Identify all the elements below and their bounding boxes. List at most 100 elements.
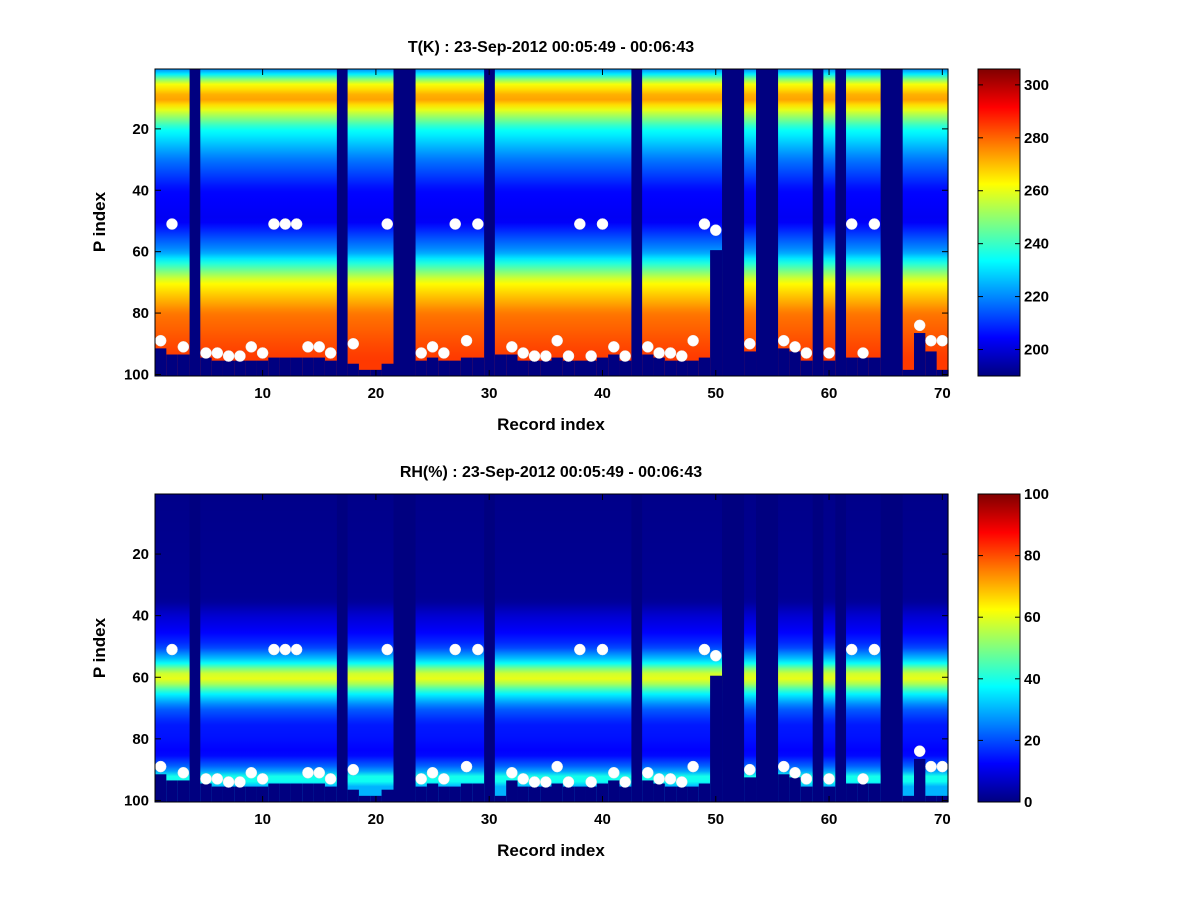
marker-point bbox=[324, 773, 337, 785]
heatmap-column bbox=[438, 69, 451, 376]
heatmap-column bbox=[460, 494, 473, 802]
colorbar-tick-label: 200 bbox=[1024, 342, 1049, 359]
heatmap-missing-cell bbox=[653, 357, 666, 376]
temperature-y-ticks: 20 40 60 80 100 bbox=[124, 121, 948, 383]
colorbar-tick-label: 60 bbox=[1024, 609, 1041, 626]
heatmap-missing-cell bbox=[528, 360, 541, 376]
heatmap-missing-cell bbox=[551, 357, 564, 376]
x-tick-label: 10 bbox=[254, 811, 271, 828]
marker-point bbox=[177, 341, 190, 353]
humidity-y-ticks: 20 40 60 80 100 bbox=[124, 546, 948, 809]
heatmap-column bbox=[914, 494, 926, 802]
heatmap-missing-cell bbox=[324, 786, 337, 802]
marker-point bbox=[687, 334, 699, 347]
marker-point bbox=[664, 347, 677, 359]
heatmap-missing-cell bbox=[574, 786, 587, 802]
marker-point bbox=[460, 334, 473, 347]
heatmap-column bbox=[687, 69, 700, 376]
marker-point bbox=[653, 347, 665, 359]
y-tick-label: 40 bbox=[132, 608, 149, 625]
heatmap-column bbox=[642, 494, 655, 802]
marker-point bbox=[608, 766, 620, 779]
marker-point bbox=[789, 766, 801, 779]
heatmap-missing-cell bbox=[902, 795, 915, 802]
marker-point bbox=[777, 760, 790, 773]
heatmap-missing-cell bbox=[290, 783, 303, 802]
marker-point bbox=[279, 643, 292, 656]
heatmap-column bbox=[426, 494, 439, 802]
heatmap-missing-cell bbox=[585, 786, 598, 802]
humidity-panel: RH(%) : 23-Sep-2012 00:05:49 - 00:06:43 … bbox=[90, 464, 1049, 860]
heatmap-column bbox=[857, 494, 870, 802]
heatmap-missing-cell bbox=[823, 360, 836, 376]
marker-point bbox=[540, 350, 552, 362]
heatmap-missing-cell bbox=[676, 360, 689, 376]
heatmap-missing-cell bbox=[381, 363, 394, 376]
y-tick-label: 40 bbox=[132, 182, 149, 199]
heatmap-column bbox=[358, 69, 371, 376]
heatmap-column bbox=[936, 494, 949, 802]
marker-point bbox=[381, 218, 393, 230]
heatmap-column bbox=[200, 494, 213, 802]
marker-point bbox=[777, 334, 790, 347]
marker-point bbox=[200, 347, 212, 359]
heatmap-missing-cell bbox=[472, 357, 485, 376]
heatmap-missing-cell bbox=[234, 786, 247, 802]
heatmap-missing-cell bbox=[211, 786, 224, 802]
heatmap-column bbox=[608, 494, 621, 802]
marker-point bbox=[800, 347, 813, 359]
heatmap-missing-cell bbox=[619, 360, 632, 376]
marker-point bbox=[619, 350, 631, 362]
heatmap-column bbox=[800, 69, 813, 376]
marker-point bbox=[925, 760, 937, 773]
humidity-colorbar: 0 20 40 60 80 100 bbox=[978, 486, 1049, 811]
heatmap-missing-cell bbox=[846, 357, 858, 376]
temperature-colorbar: 200 220 240 260 280 300 bbox=[978, 69, 1049, 376]
heatmap-column bbox=[438, 494, 451, 802]
heatmap-column bbox=[234, 69, 247, 376]
heatmap-column bbox=[608, 69, 621, 376]
heatmap-column bbox=[744, 494, 757, 802]
heatmap-missing-cell bbox=[800, 786, 813, 802]
x-tick-label: 40 bbox=[594, 385, 611, 402]
marker-point bbox=[472, 643, 484, 656]
heatmap-missing-cell bbox=[789, 351, 802, 376]
marker-point bbox=[347, 763, 359, 776]
colorbar-tick-label: 80 bbox=[1024, 548, 1041, 565]
heatmap-missing-cell bbox=[562, 360, 575, 376]
heatmap-column bbox=[642, 69, 655, 376]
heatmap-column bbox=[585, 69, 598, 376]
x-tick-label: 70 bbox=[934, 385, 951, 402]
heatmap-column bbox=[222, 494, 235, 802]
heatmap-column bbox=[211, 494, 224, 802]
heatmap-column bbox=[789, 494, 802, 802]
heatmap-column bbox=[562, 69, 575, 376]
heatmap-missing-cell bbox=[222, 360, 235, 376]
heatmap-missing-cell bbox=[313, 783, 326, 802]
heatmap-missing-cell bbox=[200, 357, 213, 376]
heatmap-missing-cell bbox=[268, 357, 281, 376]
marker-point bbox=[596, 643, 609, 656]
heatmap-column bbox=[155, 494, 167, 802]
heatmap-column bbox=[415, 69, 428, 376]
marker-point bbox=[415, 773, 427, 785]
heatmap-column bbox=[823, 494, 836, 802]
heatmap-missing-cell bbox=[358, 369, 371, 376]
marker-point bbox=[290, 643, 303, 656]
marker-point bbox=[585, 776, 597, 788]
heatmap-column bbox=[245, 494, 258, 802]
heatmap-missing-cell bbox=[562, 786, 575, 802]
heatmap-missing-cell bbox=[585, 360, 598, 376]
heatmap-column bbox=[517, 494, 530, 802]
marker-point bbox=[347, 338, 359, 350]
heatmap-column bbox=[200, 69, 213, 376]
heatmap-missing-cell bbox=[664, 360, 677, 376]
heatmap-column bbox=[902, 494, 915, 802]
heatmap-column bbox=[789, 69, 802, 376]
humidity-plot-frame bbox=[154, 493, 949, 803]
heatmap-missing-cell bbox=[155, 348, 167, 376]
heatmap-missing-cell bbox=[676, 786, 689, 802]
x-tick-label: 70 bbox=[934, 811, 951, 828]
marker-point bbox=[574, 218, 586, 230]
